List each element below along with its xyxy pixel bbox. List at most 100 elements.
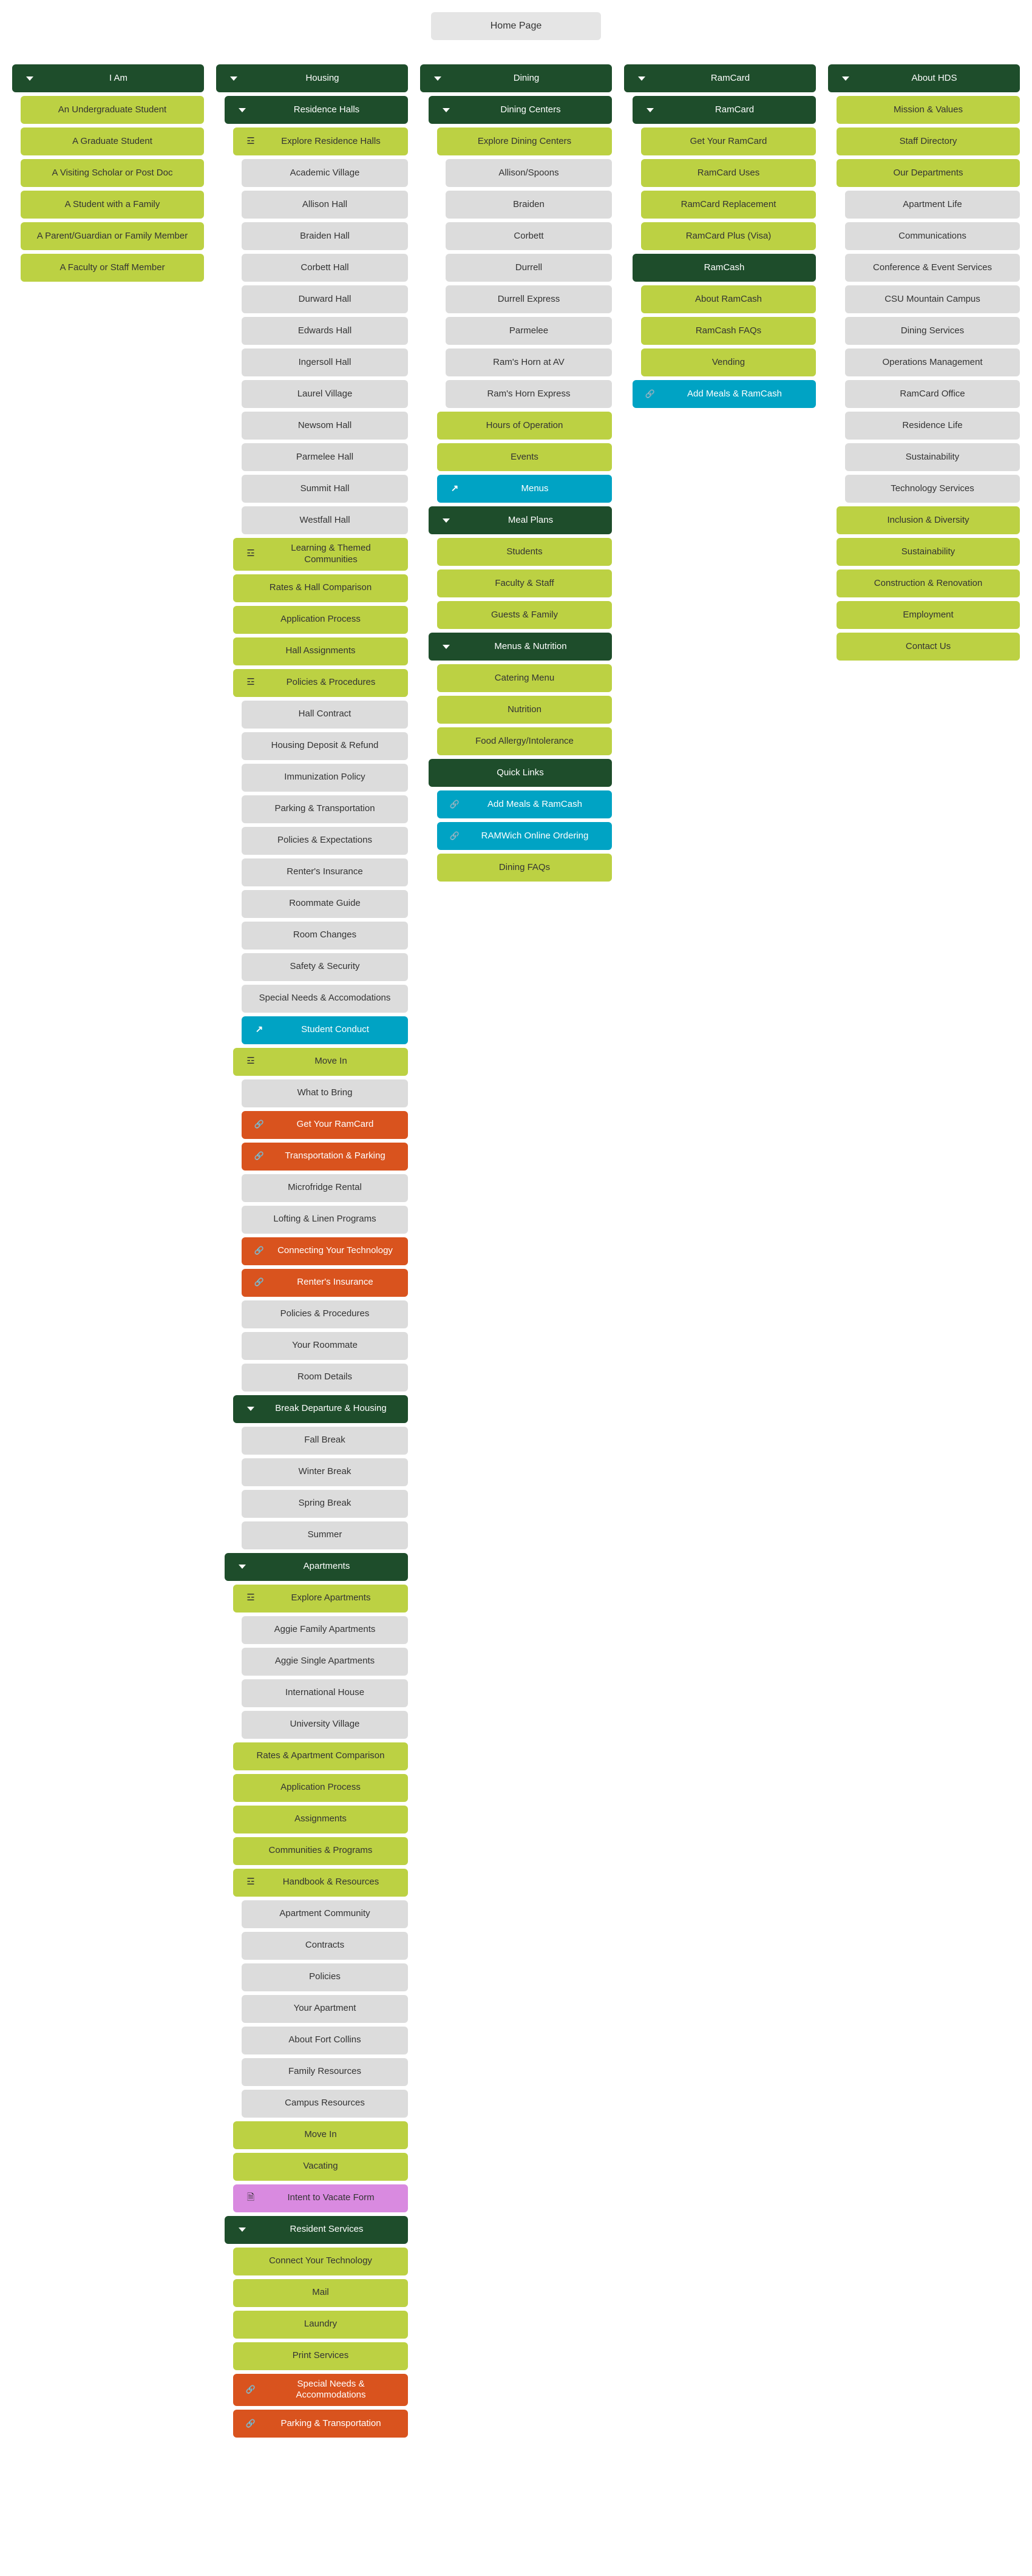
node-sustainability[interactable]: Sustainability	[845, 443, 1020, 471]
node-microfridge-rental[interactable]: Microfridge Rental	[242, 1174, 408, 1202]
node-ram-s-horn-express[interactable]: Ram's Horn Express	[446, 380, 612, 408]
node-allison-spoons[interactable]: Allison/Spoons	[446, 159, 612, 187]
node-vacating[interactable]: Vacating	[233, 2153, 408, 2181]
node-sustainability[interactable]: Sustainability	[837, 538, 1020, 566]
node-food-allergy-intolerance[interactable]: Food Allergy/Intolerance	[437, 727, 612, 755]
node-add-meals-ramcash[interactable]: Add Meals & RamCash	[633, 380, 816, 408]
node-ramcash[interactable]: RamCash	[633, 254, 816, 282]
node-ramcard-office[interactable]: RamCard Office	[845, 380, 1020, 408]
node-aggie-family-apartments[interactable]: Aggie Family Apartments	[242, 1616, 408, 1644]
node-your-roommate[interactable]: Your Roommate	[242, 1332, 408, 1360]
node-conference-event-services[interactable]: Conference & Event Services	[845, 254, 1020, 282]
node-summit-hall[interactable]: Summit Hall	[242, 475, 408, 503]
node-room-details[interactable]: Room Details	[242, 1364, 408, 1392]
node-housing[interactable]: Housing	[216, 64, 408, 92]
node-room-changes[interactable]: Room Changes	[242, 922, 408, 950]
node-rates-apartment-comparison[interactable]: Rates & Apartment Comparison	[233, 1742, 408, 1770]
node-dining[interactable]: Dining	[420, 64, 612, 92]
node-rates-hall-comparison[interactable]: Rates & Hall Comparison	[233, 574, 408, 602]
node-about-fort-collins[interactable]: About Fort Collins	[242, 2027, 408, 2054]
node-a-graduate-student[interactable]: A Graduate Student	[21, 127, 204, 155]
node-allison-hall[interactable]: Allison Hall	[242, 191, 408, 219]
node-parmelee-hall[interactable]: Parmelee Hall	[242, 443, 408, 471]
node-corbett-hall[interactable]: Corbett Hall	[242, 254, 408, 282]
node-learning-themed-communities[interactable]: Learning & Themed Communities	[233, 538, 408, 571]
node-application-process[interactable]: Application Process	[233, 1774, 408, 1802]
node-ingersoll-hall[interactable]: Ingersoll Hall	[242, 348, 408, 376]
node-renter-s-insurance[interactable]: Renter's Insurance	[242, 858, 408, 886]
node-a-parent-guardian-or-family-member[interactable]: A Parent/Guardian or Family Member	[21, 222, 204, 250]
node-get-your-ramcard[interactable]: Get Your RamCard	[242, 1111, 408, 1139]
node-braiden-hall[interactable]: Braiden Hall	[242, 222, 408, 250]
node-connecting-your-technology[interactable]: Connecting Your Technology	[242, 1237, 408, 1265]
node-about-hds[interactable]: About HDS	[828, 64, 1020, 92]
node-a-faculty-or-staff-member[interactable]: A Faculty or Staff Member	[21, 254, 204, 282]
node-policies-procedures[interactable]: Policies & Procedures	[242, 1300, 408, 1328]
node-ram-s-horn-at-av[interactable]: Ram's Horn at AV	[446, 348, 612, 376]
node-about-ramcash[interactable]: About RamCash	[641, 285, 816, 313]
node-durrell-express[interactable]: Durrell Express	[446, 285, 612, 313]
node-explore-dining-centers[interactable]: Explore Dining Centers	[437, 127, 612, 155]
root-node[interactable]: Home Page	[431, 12, 601, 40]
node-roommate-guide[interactable]: Roommate Guide	[242, 890, 408, 918]
node-parking-transportation[interactable]: Parking & Transportation	[233, 2410, 408, 2438]
node-print-services[interactable]: Print Services	[233, 2342, 408, 2370]
node-operations-management[interactable]: Operations Management	[845, 348, 1020, 376]
node-mission-values[interactable]: Mission & Values	[837, 96, 1020, 124]
node-student-conduct[interactable]: Student Conduct	[242, 1016, 408, 1044]
node-special-needs-accommodations[interactable]: Special Needs & Accommodations	[233, 2374, 408, 2407]
node-communities-programs[interactable]: Communities & Programs	[233, 1837, 408, 1865]
node-dining-centers[interactable]: Dining Centers	[429, 96, 612, 124]
node-campus-resources[interactable]: Campus Resources	[242, 2090, 408, 2118]
node-dining-faqs[interactable]: Dining FAQs	[437, 854, 612, 882]
node-winter-break[interactable]: Winter Break	[242, 1458, 408, 1486]
node-break-departure-housing[interactable]: Break Departure & Housing	[233, 1395, 408, 1423]
node-corbett[interactable]: Corbett	[446, 222, 612, 250]
node-ramcard[interactable]: RamCard	[633, 96, 816, 124]
node-dining-services[interactable]: Dining Services	[845, 317, 1020, 345]
node-policies-procedures[interactable]: Policies & Procedures	[233, 669, 408, 697]
node-newsom-hall[interactable]: Newsom Hall	[242, 412, 408, 440]
node-technology-services[interactable]: Technology Services	[845, 475, 1020, 503]
node-contracts[interactable]: Contracts	[242, 1932, 408, 1960]
node-communications[interactable]: Communications	[845, 222, 1020, 250]
node-transportation-parking[interactable]: Transportation & Parking	[242, 1143, 408, 1171]
node-application-process[interactable]: Application Process	[233, 606, 408, 634]
node-handbook-resources[interactable]: Handbook & Resources	[233, 1869, 408, 1897]
node-mail[interactable]: Mail	[233, 2279, 408, 2307]
node-fall-break[interactable]: Fall Break	[242, 1427, 408, 1455]
node-i-am[interactable]: I Am	[12, 64, 204, 92]
node-safety-security[interactable]: Safety & Security	[242, 953, 408, 981]
node-ramwich-online-ordering[interactable]: RAMWich Online Ordering	[437, 822, 612, 850]
node-employment[interactable]: Employment	[837, 601, 1020, 629]
node-catering-menu[interactable]: Catering Menu	[437, 664, 612, 692]
node-hours-of-operation[interactable]: Hours of Operation	[437, 412, 612, 440]
node-meal-plans[interactable]: Meal Plans	[429, 506, 612, 534]
node-renter-s-insurance[interactable]: Renter's Insurance	[242, 1269, 408, 1297]
node-construction-renovation[interactable]: Construction & Renovation	[837, 569, 1020, 597]
node-nutrition[interactable]: Nutrition	[437, 696, 612, 724]
node-explore-apartments[interactable]: Explore Apartments	[233, 1585, 408, 1613]
node-ramcash-faqs[interactable]: RamCash FAQs	[641, 317, 816, 345]
node-menus-nutrition[interactable]: Menus & Nutrition	[429, 633, 612, 661]
node-apartment-life[interactable]: Apartment Life	[845, 191, 1020, 219]
node-hall-assignments[interactable]: Hall Assignments	[233, 637, 408, 665]
node-residence-life[interactable]: Residence Life	[845, 412, 1020, 440]
node-apartments[interactable]: Apartments	[225, 1553, 408, 1581]
node-international-house[interactable]: International House	[242, 1679, 408, 1707]
node-university-village[interactable]: University Village	[242, 1711, 408, 1739]
node-ramcard[interactable]: RamCard	[624, 64, 816, 92]
node-move-in[interactable]: Move In	[233, 1048, 408, 1076]
node-menus[interactable]: Menus	[437, 475, 612, 503]
node-our-departments[interactable]: Our Departments	[837, 159, 1020, 187]
node-lofting-linen-programs[interactable]: Lofting & Linen Programs	[242, 1206, 408, 1234]
node-edwards-hall[interactable]: Edwards Hall	[242, 317, 408, 345]
node-ramcard-plus-visa[interactable]: RamCard Plus (Visa)	[641, 222, 816, 250]
node-parking-transportation[interactable]: Parking & Transportation	[242, 795, 408, 823]
node-family-resources[interactable]: Family Resources	[242, 2058, 408, 2086]
node-explore-residence-halls[interactable]: Explore Residence Halls	[233, 127, 408, 155]
node-spring-break[interactable]: Spring Break	[242, 1490, 408, 1518]
node-ramcard-uses[interactable]: RamCard Uses	[641, 159, 816, 187]
node-resident-services[interactable]: Resident Services	[225, 2216, 408, 2244]
node-parmelee[interactable]: Parmelee	[446, 317, 612, 345]
